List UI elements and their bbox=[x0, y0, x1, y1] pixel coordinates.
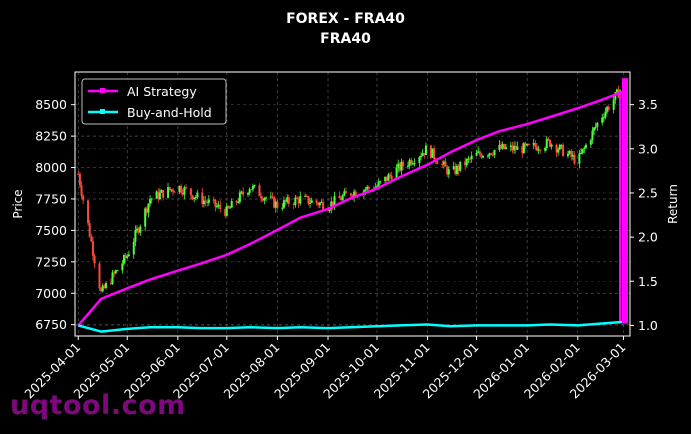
price-candles bbox=[77, 85, 622, 293]
return-lines bbox=[77, 78, 628, 333]
y-left-tick-label: 7250 bbox=[35, 254, 67, 269]
y-right-tick-label: 2.0 bbox=[638, 230, 658, 245]
y-left-tick-label: 8250 bbox=[35, 129, 67, 144]
y-left-tick-label: 7750 bbox=[35, 191, 67, 206]
y-right-tick-label: 2.5 bbox=[638, 185, 658, 200]
grid-lines bbox=[75, 72, 630, 336]
legend-label-buy-and-hold: Buy-and-Hold bbox=[127, 105, 212, 120]
plot-frame bbox=[74, 71, 631, 337]
y-axis-left-label: Price bbox=[11, 189, 25, 218]
legend: AI Strategy Buy-and-Hold bbox=[81, 78, 227, 125]
y-right-tick-label: 3.5 bbox=[638, 97, 658, 112]
y-right-tick-label: 3.0 bbox=[638, 141, 658, 156]
y-axis-left-ticks: 6750 7000 7250 7500 7750 8000 8250 8500 bbox=[35, 97, 75, 332]
y-axis-right-ticks: 1.0 1.5 2.0 2.5 3.0 3.5 bbox=[630, 97, 658, 333]
y-left-tick-label: 7500 bbox=[35, 223, 67, 238]
legend-marker-ai-strategy bbox=[100, 88, 105, 93]
chart-subtitle: FRA40 bbox=[320, 31, 371, 47]
y-left-tick-label: 8000 bbox=[35, 160, 67, 175]
legend-label-ai-strategy: AI Strategy bbox=[127, 84, 197, 99]
y-left-tick-label: 6750 bbox=[35, 317, 67, 332]
chart-title: FOREX - FRA40 bbox=[286, 11, 405, 27]
y-right-tick-label: 1.0 bbox=[638, 318, 658, 333]
y-left-tick-label: 7000 bbox=[35, 286, 67, 301]
y-left-tick-label: 8500 bbox=[35, 97, 67, 112]
legend-marker-buy-and-hold bbox=[100, 109, 105, 114]
watermark: uqtool.com bbox=[10, 390, 186, 421]
y-axis-right-label: Return bbox=[666, 184, 680, 224]
y-right-tick-label: 1.5 bbox=[638, 274, 658, 289]
